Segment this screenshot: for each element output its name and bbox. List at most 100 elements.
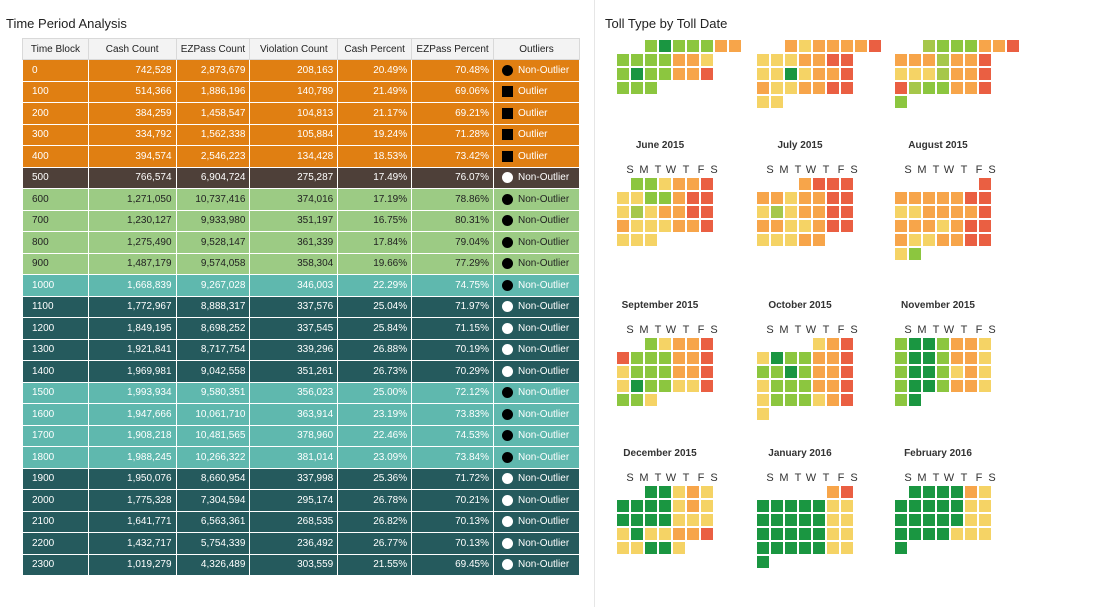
day-cell[interactable] (673, 338, 685, 350)
column-header[interactable]: Outliers (493, 38, 580, 60)
day-cell[interactable] (631, 514, 643, 526)
day-cell[interactable] (785, 500, 797, 512)
day-cell[interactable] (645, 500, 657, 512)
day-cell[interactable] (659, 178, 671, 190)
day-cell[interactable] (771, 220, 783, 232)
day-cell[interactable] (909, 486, 921, 498)
day-cell[interactable] (645, 366, 657, 378)
day-cell[interactable] (771, 366, 783, 378)
day-cell[interactable] (771, 542, 783, 554)
table-row[interactable]: 1300 1,921,841 8,717,754 339,296 26.88% 70.19… (22, 338, 580, 361)
day-cell[interactable] (785, 366, 797, 378)
day-cell[interactable] (909, 394, 921, 406)
day-cell[interactable] (895, 248, 907, 260)
day-cell[interactable] (895, 54, 907, 66)
day-cell[interactable] (659, 220, 671, 232)
day-cell[interactable] (965, 528, 977, 540)
column-header[interactable]: EZPass Percent (411, 38, 495, 60)
day-cell[interactable] (645, 178, 657, 190)
day-cell[interactable] (645, 234, 657, 246)
day-cell[interactable] (799, 366, 811, 378)
day-cell[interactable] (659, 486, 671, 498)
day-cell[interactable] (687, 486, 699, 498)
day-cell[interactable] (617, 234, 629, 246)
day-cell[interactable] (909, 234, 921, 246)
day-cell[interactable] (757, 556, 769, 568)
day-cell[interactable] (617, 192, 629, 204)
day-cell[interactable] (923, 54, 935, 66)
day-cell[interactable] (841, 68, 853, 80)
day-cell[interactable] (827, 514, 839, 526)
day-cell[interactable] (659, 514, 671, 526)
day-cell[interactable] (799, 68, 811, 80)
day-cell[interactable] (951, 220, 963, 232)
day-cell[interactable] (895, 220, 907, 232)
day-cell[interactable] (951, 234, 963, 246)
table-row[interactable]: 0 742,528 2,873,679 208,163 20.49% 70.48% Non-… (22, 59, 580, 82)
day-cell[interactable] (757, 68, 769, 80)
day-cell[interactable] (659, 192, 671, 204)
day-cell[interactable] (979, 220, 991, 232)
day-cell[interactable] (965, 486, 977, 498)
day-cell[interactable] (645, 40, 657, 52)
day-cell[interactable] (771, 394, 783, 406)
column-header[interactable]: Cash Percent (337, 38, 413, 60)
table-row[interactable]: 400 394,574 2,546,223 134,428 18.53% 73.42% Ou… (22, 145, 580, 168)
day-cell[interactable] (841, 352, 853, 364)
day-cell[interactable] (951, 380, 963, 392)
day-cell[interactable] (937, 338, 949, 350)
day-cell[interactable] (979, 206, 991, 218)
table-row[interactable]: 1400 1,969,981 9,042,558 351,261 26.73% 70.29… (22, 360, 580, 383)
day-cell[interactable] (771, 500, 783, 512)
day-cell[interactable] (841, 366, 853, 378)
day-cell[interactable] (951, 486, 963, 498)
day-cell[interactable] (631, 206, 643, 218)
day-cell[interactable] (687, 500, 699, 512)
day-cell[interactable] (771, 352, 783, 364)
day-cell[interactable] (701, 68, 713, 80)
day-cell[interactable] (701, 352, 713, 364)
day-cell[interactable] (687, 380, 699, 392)
day-cell[interactable] (951, 192, 963, 204)
day-cell[interactable] (631, 500, 643, 512)
day-cell[interactable] (757, 542, 769, 554)
table-row[interactable]: 900 1,487,179 9,574,058 358,304 19.66% 77.29%… (22, 252, 580, 275)
day-cell[interactable] (895, 366, 907, 378)
day-cell[interactable] (799, 542, 811, 554)
day-cell[interactable] (757, 352, 769, 364)
day-cell[interactable] (687, 514, 699, 526)
day-cell[interactable] (785, 528, 797, 540)
day-cell[interactable] (785, 234, 797, 246)
day-cell[interactable] (799, 500, 811, 512)
day-cell[interactable] (617, 500, 629, 512)
day-cell[interactable] (673, 380, 685, 392)
table-row[interactable]: 100 514,366 1,886,196 140,789 21.49% 69.06% Ou… (22, 80, 580, 103)
day-cell[interactable] (701, 220, 713, 232)
table-row[interactable]: 800 1,275,490 9,528,147 361,339 17.84% 79.04%… (22, 231, 580, 254)
day-cell[interactable] (909, 500, 921, 512)
day-cell[interactable] (813, 220, 825, 232)
day-cell[interactable] (841, 220, 853, 232)
day-cell[interactable] (771, 528, 783, 540)
table-row[interactable]: 1500 1,993,934 9,580,351 356,023 25.00% 72.12… (22, 381, 580, 404)
day-cell[interactable] (631, 234, 643, 246)
table-row[interactable]: 700 1,230,127 9,933,980 351,197 16.75% 80.31%… (22, 209, 580, 232)
day-cell[interactable] (827, 338, 839, 350)
day-cell[interactable] (799, 220, 811, 232)
day-cell[interactable] (951, 500, 963, 512)
day-cell[interactable] (923, 206, 935, 218)
day-cell[interactable] (827, 82, 839, 94)
day-cell[interactable] (951, 366, 963, 378)
day-cell[interactable] (827, 178, 839, 190)
day-cell[interactable] (951, 514, 963, 526)
day-cell[interactable] (937, 366, 949, 378)
day-cell[interactable] (813, 500, 825, 512)
day-cell[interactable] (895, 234, 907, 246)
day-cell[interactable] (827, 206, 839, 218)
table-row[interactable]: 1700 1,908,218 10,481,565 378,960 22.46% 74.5… (22, 424, 580, 447)
day-cell[interactable] (659, 68, 671, 80)
table-row[interactable]: 300 334,792 1,562,338 105,884 19.24% 71.28% Ou… (22, 123, 580, 146)
day-cell[interactable] (701, 380, 713, 392)
day-cell[interactable] (701, 54, 713, 66)
day-cell[interactable] (687, 68, 699, 80)
